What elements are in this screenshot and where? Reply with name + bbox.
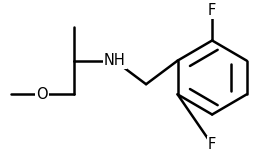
Text: F: F — [208, 137, 216, 152]
Text: F: F — [208, 3, 216, 18]
Text: O: O — [37, 87, 48, 102]
Text: NH: NH — [104, 53, 125, 68]
